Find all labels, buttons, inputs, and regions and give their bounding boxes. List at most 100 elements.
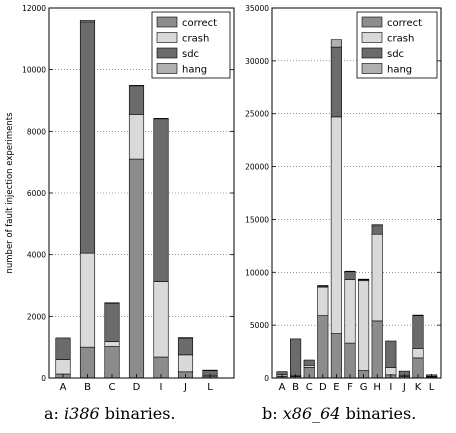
- y-tick-label: 2000: [27, 312, 46, 321]
- x-tick-label: B: [292, 382, 299, 393]
- y-tick-label: 10000: [245, 268, 269, 277]
- bar-segment-crash: [177, 354, 194, 373]
- y-tick-label: 8000: [27, 127, 46, 136]
- caption-a-suffix: binaries.: [104, 404, 176, 423]
- legend: correct crash sdc hang: [356, 11, 438, 79]
- y-tick-label: 5000: [250, 321, 269, 330]
- y-tick-label: 0: [41, 374, 46, 383]
- bar-segment-sdc: [371, 225, 383, 235]
- x-tick-label: E: [333, 382, 339, 393]
- bar-segment-crash: [412, 348, 424, 359]
- chart-b: 0 5000 10000 15000 20000 25000 30000 35000 A B C D E…: [245, 4, 442, 393]
- bar-segment-crash: [153, 281, 169, 358]
- legend-swatch-crash: [156, 32, 178, 43]
- x-tick-label: B: [84, 382, 91, 393]
- bar-segment-hang: [330, 39, 342, 48]
- y-tick-label: 20000: [245, 163, 269, 172]
- bar-segment-sdc: [385, 340, 397, 368]
- x-tick-label: I: [160, 382, 163, 393]
- chart-a: 0 2000 4000 6000 8000 10000 12000 A B C D I J Lcorrec…: [5, 4, 235, 393]
- caption-a: a: i386 binaries.: [44, 404, 176, 423]
- bar-segment-hang: [371, 224, 383, 227]
- y-tick-label: 30000: [245, 57, 269, 66]
- bar-segment-hang: [202, 369, 218, 371]
- y-tick-label: 35000: [245, 4, 269, 13]
- bar-segment-crash: [385, 367, 397, 376]
- y-tick-label: 10000: [22, 66, 46, 75]
- y-tick-label: 6000: [27, 189, 46, 198]
- bar-segment-crash: [55, 359, 71, 375]
- bar-segment-correct: [330, 333, 342, 379]
- bar-segment-correct: [371, 320, 383, 379]
- legend-swatch-correct: [156, 16, 178, 28]
- bar-segment-correct: [128, 158, 145, 379]
- x-tick-label: I: [389, 382, 392, 393]
- bar-segment-sdc: [303, 359, 315, 366]
- bar-segment-sdc: [153, 118, 169, 282]
- bar-segment-hang: [79, 20, 96, 23]
- legend-swatch-sdc: [156, 47, 178, 59]
- bar-segment-crash: [358, 280, 370, 371]
- x-tick-label: D: [133, 382, 141, 393]
- legend-label-correct: correct: [182, 18, 217, 29]
- y-axis-label: number of fault injection experiments: [5, 112, 15, 274]
- x-tick-label: C: [109, 382, 116, 393]
- bar-segment-crash: [104, 341, 120, 347]
- caption-b: b: x86_64 binaries.: [262, 404, 416, 423]
- bar-segment-hang: [317, 285, 329, 287]
- y-tick-label: 25000: [245, 110, 269, 119]
- bar-segment-hang: [412, 314, 424, 316]
- legend-swatch-correct: [361, 16, 383, 28]
- x-tick-label: G: [360, 382, 368, 393]
- x-tick-label: F: [347, 382, 353, 393]
- x-tick-label: D: [319, 382, 327, 393]
- legend-label-hang: hang: [182, 65, 207, 76]
- legend-label-crash: crash: [387, 34, 414, 45]
- bar-segment-crash: [79, 252, 96, 348]
- legend: correct crash sdc hang: [151, 11, 231, 79]
- plot-frame: [48, 7, 235, 379]
- y-tick-label: 15000: [245, 215, 269, 224]
- y-tick-label: 12000: [22, 4, 46, 13]
- bar-segment-sdc: [79, 21, 96, 254]
- bar-segment-hang: [153, 118, 169, 120]
- legend-label-sdc: sdc: [387, 49, 404, 60]
- bar-segment-correct: [344, 342, 356, 379]
- bar-segment-sdc: [128, 85, 145, 115]
- x-tick-label: J: [402, 382, 406, 393]
- bar-segment-hang: [128, 85, 145, 87]
- x-tick-label: K: [415, 382, 422, 393]
- bar-segment-sdc: [330, 46, 342, 118]
- bar-segment-hang: [104, 302, 120, 304]
- bar-segment-sdc: [177, 337, 194, 356]
- y-tick-label: 4000: [27, 251, 46, 260]
- bar-segment-hang: [177, 337, 194, 339]
- bar-segment-sdc: [344, 271, 356, 280]
- caption-b-suffix: binaries.: [345, 404, 417, 423]
- bar-segment-sdc: [290, 338, 302, 377]
- bar-segment-crash: [128, 114, 145, 160]
- legend-swatch-sdc: [361, 47, 383, 59]
- caption-a-prefix: a:: [44, 404, 59, 423]
- bar-segment-hang: [344, 270, 356, 273]
- caption-b-italic: x86_64: [282, 404, 341, 423]
- bar-segment-correct: [104, 346, 120, 379]
- legend-swatch-hang: [361, 63, 383, 74]
- legend-swatch-hang: [156, 63, 178, 74]
- legend-label-hang: hang: [387, 65, 412, 76]
- bar-segment-crash: [303, 365, 315, 368]
- plot-frame: [271, 7, 442, 379]
- legend-label-sdc: sdc: [182, 49, 199, 60]
- bar-segment-hang: [358, 278, 370, 280]
- bar-segment-crash: [371, 233, 383, 322]
- caption-b-prefix: b:: [262, 404, 278, 423]
- x-tick-label: L: [429, 382, 435, 393]
- bar-segment-crash: [330, 116, 342, 334]
- bar-segment-correct: [79, 346, 96, 379]
- legend-label-crash: crash: [182, 34, 209, 45]
- legend-swatch-crash: [361, 32, 383, 43]
- y-tick-label: 0: [264, 374, 269, 383]
- x-tick-label: A: [279, 382, 286, 393]
- bar-segment-crash: [317, 286, 329, 316]
